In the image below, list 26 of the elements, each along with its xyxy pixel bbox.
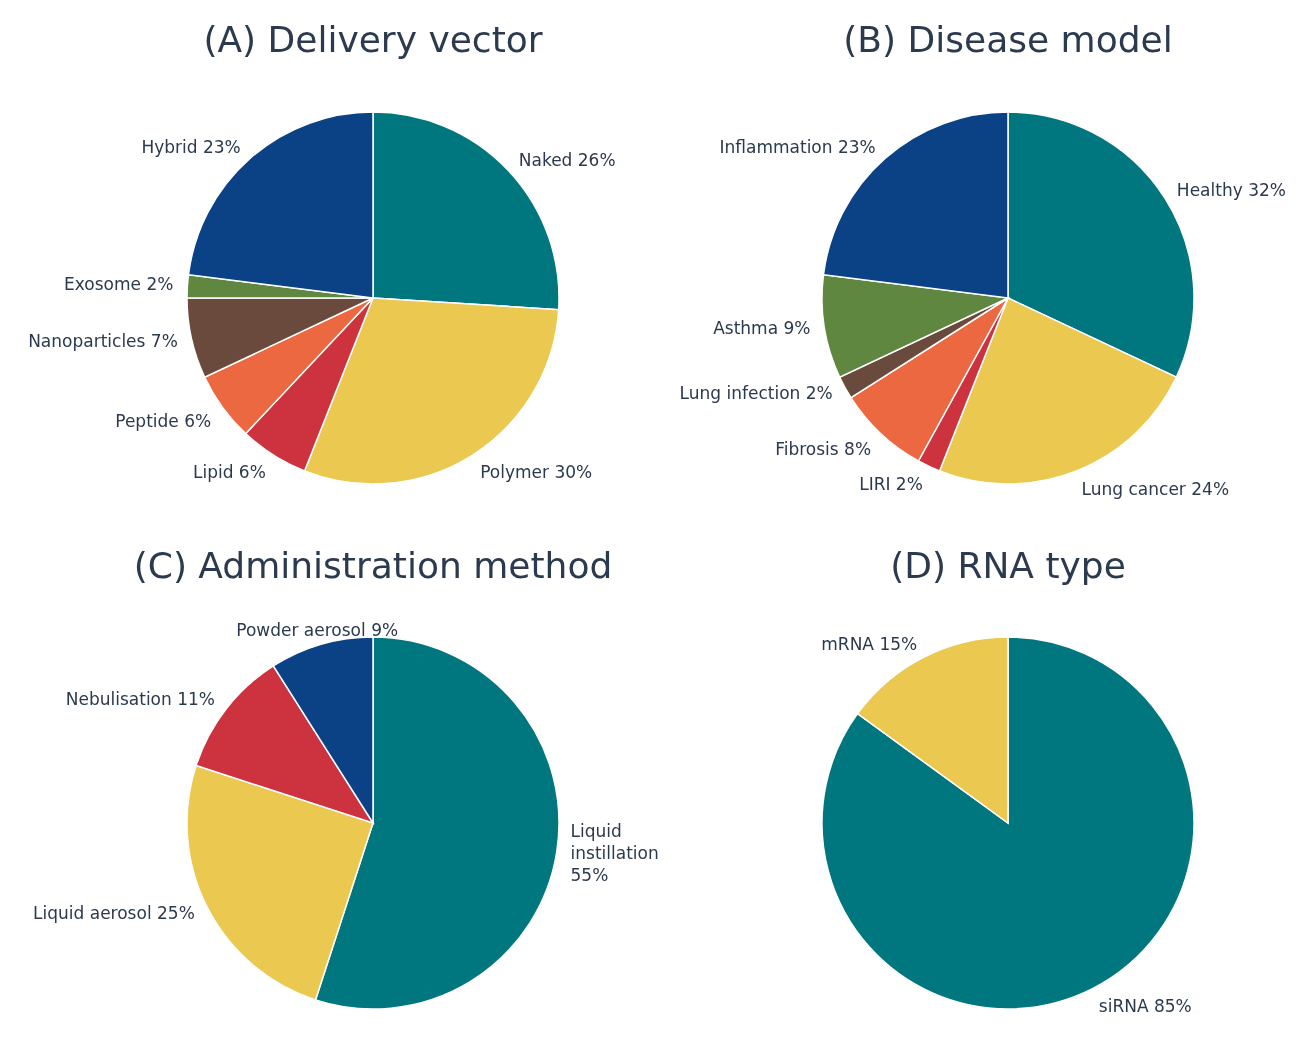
slice-label: Liquid instillation	[570, 821, 659, 864]
slice-label: Hybrid 23%	[141, 136, 241, 157]
data-label: 55%	[570, 865, 609, 886]
slice-label: Fibrosis 8%	[775, 438, 872, 459]
slice-label: Powder aerosol 9%	[236, 619, 399, 640]
slice-label: mRNA 15%	[821, 633, 918, 654]
slice-label: LIRI 2%	[859, 473, 923, 494]
slice-label: Naked 26%	[518, 150, 616, 171]
chart-title: (A) Delivery vector	[203, 19, 543, 60]
chart-title: (C) Administration method	[133, 545, 613, 586]
slice-label: Inflammation 23%	[719, 136, 876, 157]
pie-slice	[821, 636, 1195, 1010]
slice-label: Healthy 32%	[1176, 179, 1286, 200]
slice-label: siRNA 85%	[1098, 996, 1192, 1017]
slice-label: Peptide 6%	[115, 410, 212, 431]
slice-label: Nanoparticles 7%	[28, 330, 178, 351]
slice-label: Lipid 6%	[192, 461, 266, 482]
slice-label: Polymer 30%	[480, 461, 593, 482]
slice-label: Liquid aerosol 25%	[33, 902, 195, 923]
chart-title: (B) Disease model	[843, 19, 1173, 60]
slice-label: Exosome 2%	[64, 274, 174, 295]
chart-title: (D) RNA type	[890, 545, 1126, 586]
slice-label: Asthma 9%	[713, 318, 811, 339]
slice-label: Lung infection 2%	[679, 383, 833, 404]
slice-label: Lung cancer 24%	[1081, 478, 1230, 499]
slice-label: Nebulisation 11%	[65, 689, 215, 710]
